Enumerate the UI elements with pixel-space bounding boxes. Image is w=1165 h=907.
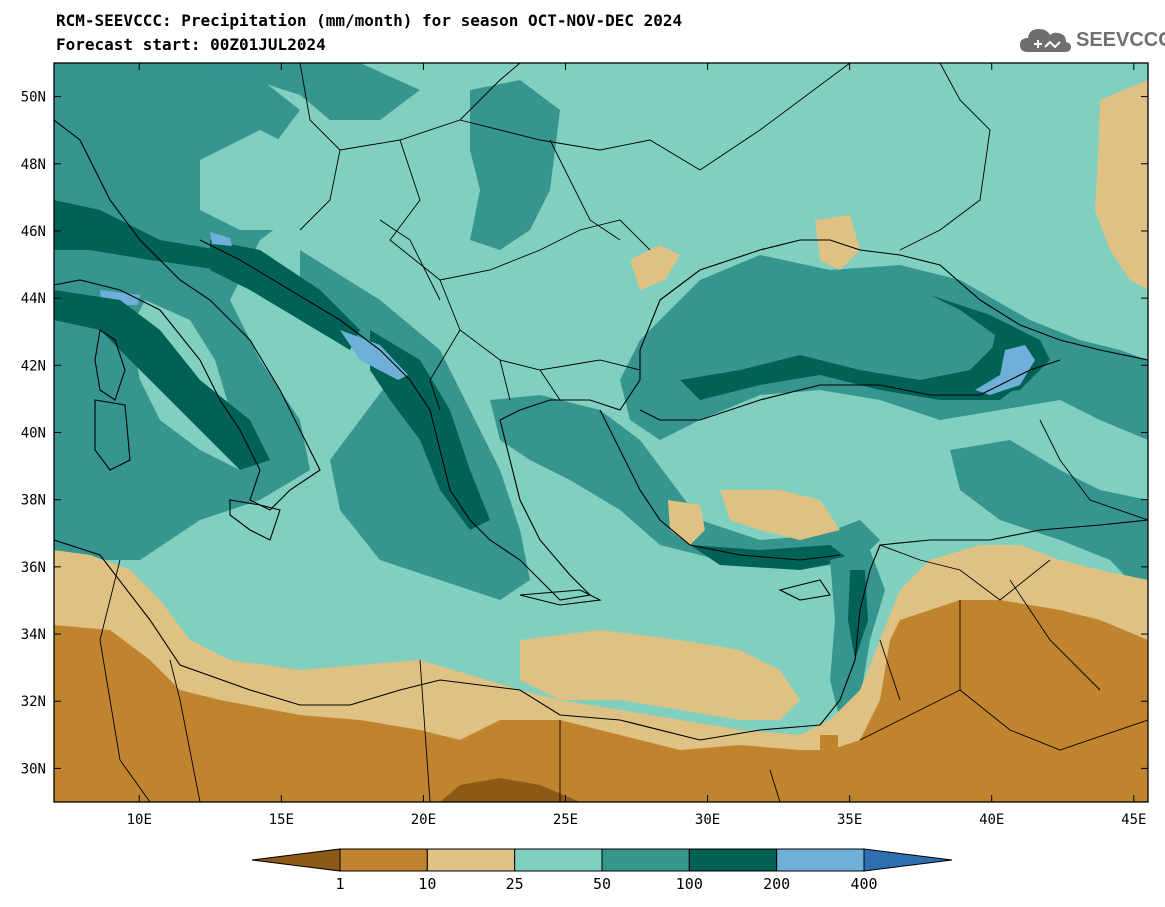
colorbar-extend-high [863,848,953,872]
y-tick-label: 50N [21,90,46,106]
y-tick-label: 32N [21,694,46,710]
logo-text: SEEVCCC [1076,28,1165,51]
y-tick-label: 40N [21,426,46,442]
y-tick-label: 44N [21,291,46,307]
y-tick-label: 42N [21,358,46,374]
y-tick-label: 48N [21,157,46,173]
colorbar-level-label: 1 [335,875,344,893]
colorbar: 1 10 25 50 100 200 400 [251,848,953,893]
colorbar-segment [601,848,690,872]
axis-ticks: 10E 15E 20E 25E 30E 35E 40E 45E 50N 48N 46N 44N 42N 4… [21,63,1148,828]
y-tick-label: 36N [21,560,46,576]
y-tick-label: 46N [21,224,46,240]
y-tick-label: 34N [21,627,46,643]
precip-field [54,63,1148,802]
coastlines [54,119,1148,741]
cloud-logo-icon [1020,29,1071,52]
colorbar-level-label: 400 [850,875,877,893]
colorbar-level-label: 200 [763,875,790,893]
colorbar-extend-low [251,848,341,872]
colorbar-level-label: 25 [506,875,524,893]
x-tick-label: 40E [979,812,1004,828]
seevccc-logo: SEEVCCC [1018,24,1165,56]
colorbar-segment [339,848,428,872]
x-tick-label: 25E [553,812,578,828]
colorbar-segment [688,848,778,872]
x-tick-label: 30E [695,812,720,828]
x-tick-label: 35E [837,812,862,828]
colorbar-level-label: 10 [418,875,436,893]
forecast-start-label: Forecast start: 00Z01JUL2024 [56,35,326,54]
colorbar-segment [776,848,865,872]
map-title: RCM-SEEVCCC: Precipitation (mm/month) fo… [56,11,683,30]
y-tick-label: 30N [21,761,46,777]
y-tick-label: 38N [21,493,46,509]
colorbar-level-label: 50 [593,875,611,893]
colorbar-segment [426,848,516,872]
colorbar-level-label: 100 [676,875,703,893]
colorbar-segment [514,848,603,872]
country-borders [99,63,1148,802]
x-tick-label: 15E [269,812,294,828]
x-tick-label: 20E [411,812,436,828]
x-tick-label: 10E [127,812,152,828]
x-tick-label: 45E [1121,812,1146,828]
